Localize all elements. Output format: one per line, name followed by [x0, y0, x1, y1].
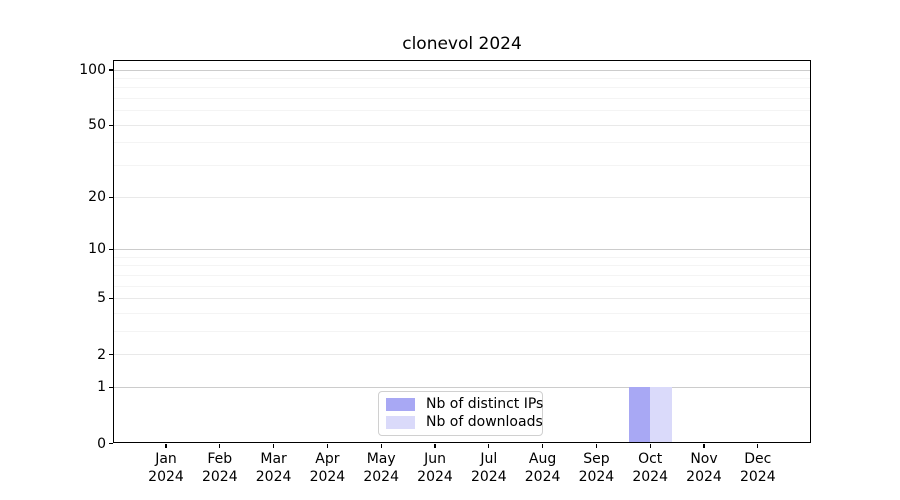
- y-tick-mark: [108, 386, 113, 388]
- y-gridline: [114, 124, 810, 126]
- y-gridline: [114, 87, 810, 89]
- x-tick-mark: [757, 443, 759, 448]
- x-tick-label-month: May: [366, 451, 396, 467]
- x-tick-mark: [380, 443, 382, 448]
- y-gridline: [114, 98, 810, 100]
- x-tick-label: Apr 2024: [295, 450, 359, 486]
- y-gridline: [114, 330, 810, 332]
- y-gridline: [114, 248, 810, 250]
- y-gridline: [114, 165, 810, 167]
- y-gridline: [114, 285, 810, 287]
- y-tick-label: 100: [79, 62, 106, 78]
- x-tick-label-year: 2024: [363, 469, 399, 485]
- x-tick-mark: [434, 443, 436, 448]
- y-tick-label: 50: [88, 117, 106, 134]
- y-gridline: [114, 110, 810, 112]
- x-tick-label: Nov 2024: [672, 450, 736, 486]
- y-tick-label: 10: [88, 241, 106, 258]
- x-tick-label-year: 2024: [686, 469, 722, 485]
- y-gridline: [114, 256, 810, 258]
- y-tick-mark: [108, 442, 113, 445]
- x-tick-label-year: 2024: [524, 469, 561, 485]
- x-tick-mark: [595, 443, 597, 448]
- x-tick-label-month: Dec: [744, 451, 772, 467]
- plot-area: [113, 60, 811, 443]
- x-tick-label-month: Jun: [424, 451, 446, 467]
- y-tick-mark: [108, 297, 113, 300]
- x-tick-label: Mar 2024: [242, 450, 306, 486]
- chart-title: clonevol 2024: [402, 34, 522, 54]
- x-tick-label-year: 2024: [632, 469, 668, 485]
- bar-distinct-ips-oct-2024: [628, 387, 651, 444]
- y-gridline: [114, 196, 810, 198]
- x-tick-label-month: Nov: [690, 451, 718, 467]
- y-tick-label: 20: [88, 189, 106, 206]
- y-tick-label: 1: [97, 379, 106, 396]
- x-tick-label-year: 2024: [148, 469, 184, 485]
- x-tick-label-month: Mar: [260, 451, 287, 467]
- x-tick-label: Feb 2024: [188, 450, 252, 486]
- legend-label-distinct-ips: Nb of distinct IPs: [426, 396, 544, 412]
- y-gridline: [114, 386, 810, 388]
- x-tick-label-month: Feb: [207, 451, 233, 467]
- x-tick-mark: [488, 443, 490, 448]
- x-tick-label: Jan 2024: [134, 450, 198, 486]
- y-tick-label: 0: [97, 435, 106, 452]
- x-tick-mark: [219, 443, 221, 448]
- x-tick-label-month: Oct: [638, 451, 663, 467]
- y-tick-mark: [108, 248, 113, 251]
- y-tick-label: 5: [97, 290, 106, 307]
- y-tick-label: 2: [97, 346, 106, 363]
- x-tick-label-year: 2024: [470, 469, 507, 485]
- y-tick-mark: [108, 353, 113, 356]
- bar-downloads-oct-2024: [650, 387, 672, 444]
- legend-swatch-distinct-ips: [386, 398, 415, 411]
- y-gridline: [114, 297, 810, 299]
- x-tick-label-year: 2024: [417, 469, 453, 485]
- x-tick-label: May 2024: [349, 450, 413, 486]
- x-tick-label-year: 2024: [255, 469, 292, 485]
- x-tick-mark: [542, 443, 544, 448]
- legend: Nb of distinct IPs Nb of downloads: [378, 391, 543, 436]
- y-gridline: [114, 69, 810, 71]
- x-tick-label: Jul 2024: [457, 450, 521, 486]
- x-tick-label-month: Jul: [480, 451, 498, 467]
- x-tick-label: Sep 2024: [564, 450, 628, 486]
- y-tick-mark: [108, 124, 113, 126]
- y-gridline: [114, 142, 810, 144]
- y-tick-mark: [108, 69, 113, 71]
- legend-item-downloads: Nb of downloads: [386, 415, 543, 430]
- x-tick-label: Aug 2024: [511, 450, 575, 486]
- x-tick-label-year: 2024: [309, 469, 346, 485]
- x-tick-label-month: Aug: [528, 451, 557, 467]
- x-tick-label-year: 2024: [739, 469, 776, 485]
- y-gridline: [114, 77, 810, 79]
- x-tick-label: Dec 2024: [726, 450, 790, 486]
- x-tick-label-year: 2024: [201, 469, 238, 485]
- x-tick-mark: [703, 443, 705, 448]
- y-gridline: [114, 312, 810, 314]
- x-tick-mark: [273, 443, 275, 448]
- y-tick-mark: [108, 196, 113, 198]
- x-tick-label-month: Sep: [583, 451, 610, 467]
- legend-item-distinct-ips: Nb of distinct IPs: [386, 397, 543, 412]
- x-tick-label: Jun 2024: [403, 450, 467, 486]
- y-gridline: [114, 274, 810, 276]
- x-tick-mark: [165, 443, 167, 448]
- x-tick-label-month: Jan: [155, 451, 177, 467]
- x-tick-label: Oct 2024: [618, 450, 682, 486]
- x-tick-mark: [649, 443, 651, 448]
- x-tick-mark: [326, 443, 328, 448]
- x-tick-label-year: 2024: [578, 469, 615, 485]
- y-gridline: [114, 354, 810, 356]
- legend-swatch-downloads: [386, 416, 415, 429]
- legend-label-downloads: Nb of downloads: [426, 414, 543, 430]
- y-gridline: [114, 265, 810, 267]
- x-tick-label-month: Apr: [315, 451, 340, 467]
